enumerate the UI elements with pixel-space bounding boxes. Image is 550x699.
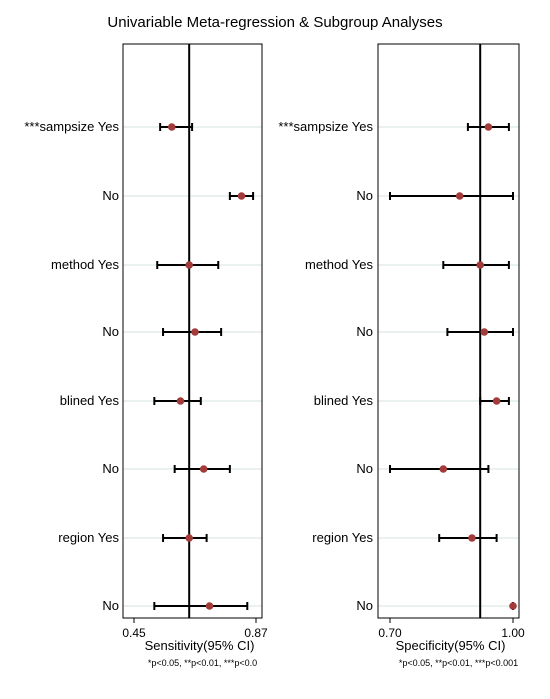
x-axis-label: Specificity(95% CI)	[396, 638, 506, 653]
x-tick-label: 1.00	[501, 626, 525, 640]
point-estimate	[509, 602, 517, 610]
row-label: No	[356, 188, 373, 203]
sensitivity-panel: ***sampsize Yes No method Yes No blined Yes N…	[24, 43, 268, 668]
point-estimate	[185, 534, 193, 542]
point-estimate	[237, 192, 246, 200]
row-label: method Yes	[51, 257, 119, 272]
point-estimate	[185, 261, 193, 269]
x-tick-label: 0.45	[122, 626, 146, 640]
row-label: No	[102, 598, 119, 613]
specificity-panel: ***sampsize Yes No method Yes No blined Yes N…	[278, 43, 525, 668]
significance-footnote: *p<0.05, **p<0.01, ***p<0.001	[399, 658, 518, 668]
point-estimate	[455, 192, 464, 200]
row-label: No	[356, 461, 373, 476]
row-label: ***sampsize Yes	[24, 119, 119, 134]
point-estimate	[205, 602, 214, 610]
row-label: region Yes	[312, 530, 373, 545]
row-label: No	[102, 461, 119, 476]
point-estimate	[439, 465, 448, 473]
row-label: blined Yes	[60, 393, 120, 408]
row-label: No	[102, 188, 119, 203]
point-estimate	[476, 261, 485, 269]
point-estimate	[167, 123, 176, 131]
plot-frame	[122, 43, 263, 619]
point-estimate	[468, 534, 476, 542]
row-label: No	[356, 324, 373, 339]
row-label: region Yes	[58, 530, 119, 545]
row-label: No	[102, 324, 119, 339]
plot-frame	[377, 43, 520, 619]
point-estimate	[191, 328, 199, 336]
chart-title: Univariable Meta-regression & Subgroup A…	[107, 14, 442, 31]
row-label: method Yes	[305, 257, 373, 272]
row-label: ***sampsize Yes	[278, 119, 373, 134]
x-tick-label: 0.70	[378, 626, 402, 640]
x-axis-label: Sensitivity(95% CI)	[145, 638, 255, 653]
x-tick-label: 0.87	[244, 626, 268, 640]
point-estimate	[484, 123, 493, 131]
point-estimate	[176, 397, 185, 405]
row-label: blined Yes	[314, 393, 374, 408]
significance-footnote: *p<0.05, **p<0.01, ***p<0.0	[148, 658, 257, 668]
row-label: No	[356, 598, 373, 613]
point-estimate	[199, 465, 208, 473]
point-estimate	[480, 328, 489, 336]
point-estimate	[492, 397, 501, 405]
